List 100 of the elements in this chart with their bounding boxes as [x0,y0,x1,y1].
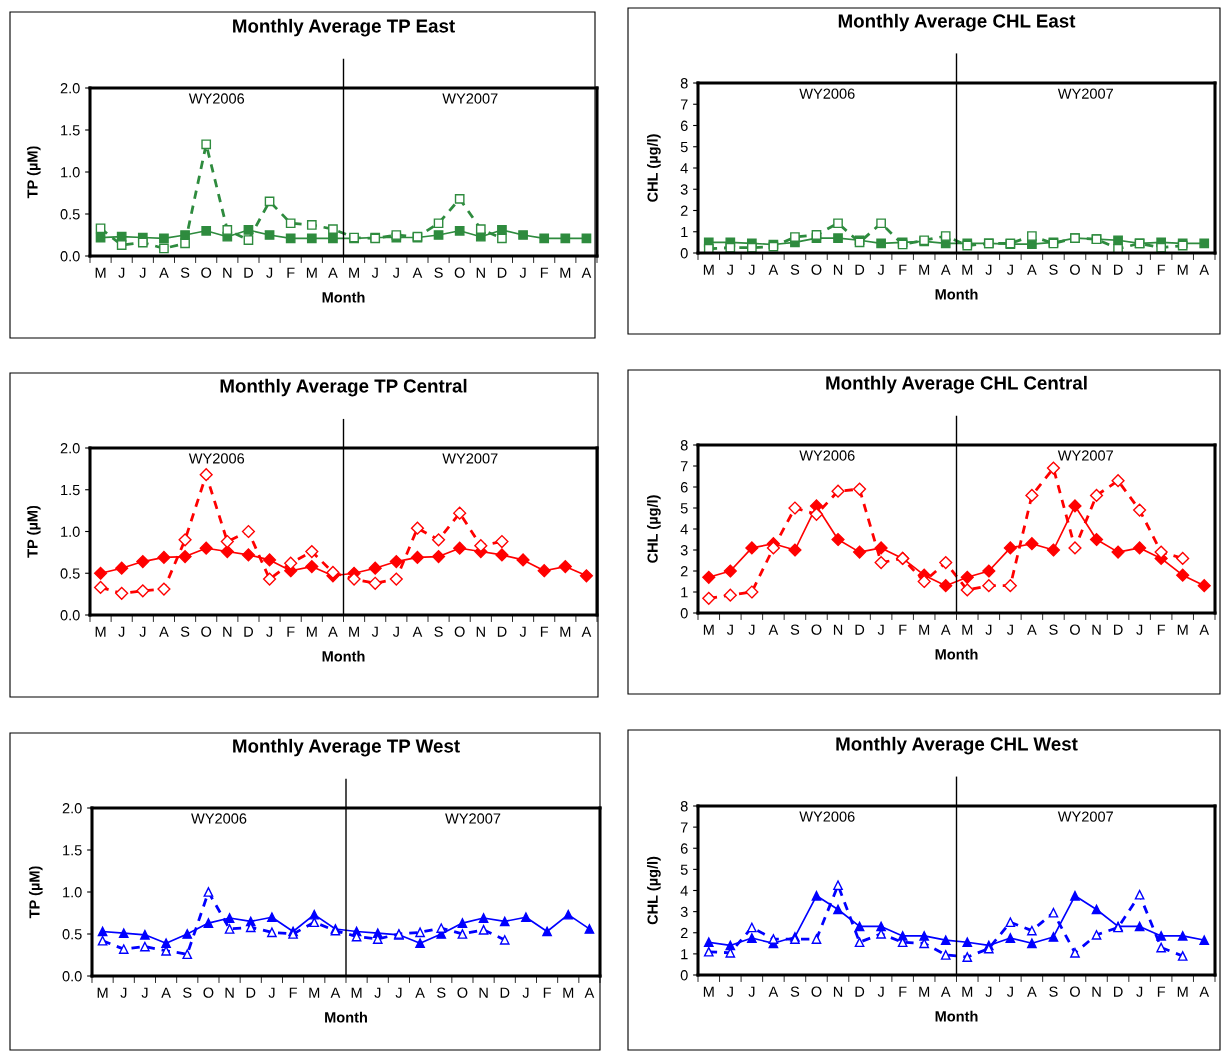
x-tick-label: M [560,626,571,637]
y-tick-label: 0 [680,970,688,981]
x-tick-label: N [479,987,488,998]
x-tick-label: J [519,267,526,278]
x-tick-label: S [1049,624,1058,635]
chart-title: Monthly Average CHL East [838,13,1076,32]
x-tick-label: J [120,987,127,998]
y-tick-label: 5 [680,142,688,153]
x-tick-label: J [266,626,273,637]
x-tick-label: J [141,987,148,998]
x-tick-label: A [1199,264,1210,275]
x-tick-label: F [540,626,549,637]
annotation: WY2007 [445,813,501,824]
x-tick-label: S [434,267,443,278]
x-tick-label: J [118,267,125,278]
x-tick-label: M [919,986,930,997]
x-tick-label: A [768,624,779,635]
x-tick-label: J [877,264,884,275]
y-tick-label: 2.0 [60,83,80,94]
x-tick-label: M [919,624,930,635]
chart-title: Monthly Average CHL West [836,736,1078,755]
x-tick-label: O [201,626,212,637]
x-tick-label: J [371,626,378,637]
x-tick-label: S [437,987,446,998]
x-axis-title: Month [322,291,365,303]
x-tick-label: D [500,987,510,998]
x-tick-label: A [415,987,425,998]
x-tick-label: A [330,987,341,998]
y-tick-label: 2 [680,205,688,216]
y-tick-label: 1.5 [61,125,80,136]
y-tick-label: 8 [680,78,688,89]
x-axis-title: Month [935,1010,978,1022]
x-tick-label: F [289,987,297,998]
x-tick-label: M [351,987,362,998]
x-tick-label: N [223,626,232,637]
x-tick-label: A [768,986,779,997]
x-tick-label: J [748,264,755,275]
x-tick-label: J [1006,986,1013,997]
y-axis-title: CHL (µg/l) [647,856,661,925]
x-tick-label: N [1092,986,1101,997]
x-tick-label: F [1157,624,1166,635]
annotation: WY2006 [188,93,245,104]
x-tick-label: S [1049,264,1058,275]
x-tick-label: O [454,267,465,278]
x-tick-label: A [328,626,338,637]
y-tick-label: 3 [680,184,688,195]
x-tick-label: M [703,264,714,275]
x-tick-label: J [877,986,884,997]
x-tick-label: O [201,267,212,278]
y-tick-label: 8 [680,440,688,451]
annotation: WY2006 [799,450,855,461]
chart-title: Monthly Average CHL Central [826,375,1087,394]
x-tick-label: A [768,264,779,275]
x-tick-label: A [412,626,423,637]
x-tick-label: A [159,626,169,637]
y-tick-label: 8 [680,801,688,812]
x-tick-label: A [1199,624,1210,635]
x-tick-label: N [833,986,843,997]
y-tick-label: 4 [680,885,688,896]
y-tick-label: 4 [680,524,688,535]
x-tick-label: F [1157,264,1166,275]
x-tick-label: J [392,626,399,637]
annotation: WY2006 [799,811,855,822]
x-tick-label: M [703,624,714,635]
x-tick-label: M [97,987,108,998]
x-tick-label: M [962,624,973,635]
x-tick-label: D [246,987,256,998]
y-tick-label: 3 [680,545,688,556]
y-tick-label: 3 [680,906,688,918]
y-tick-label: 0.0 [60,610,80,621]
annotation: WY2006 [191,813,247,824]
y-tick-label: 1 [681,949,688,960]
x-tick-label: A [1027,624,1037,635]
y-tick-label: 0.5 [62,929,82,940]
x-tick-label: M [703,986,714,997]
x-tick-label: A [328,267,338,278]
x-tick-label: O [1070,624,1080,635]
x-tick-label: J [1136,264,1143,275]
x-tick-label: M [349,267,359,278]
x-axis-title: Month [935,288,978,300]
x-tick-label: N [1092,264,1101,275]
x-tick-label: M [95,267,106,278]
x-tick-label: F [1157,986,1166,997]
x-tick-label: M [309,987,320,998]
annotation: WY2007 [442,93,498,104]
x-tick-label: J [371,267,378,278]
x-tick-label: J [1136,624,1143,635]
x-tick-label: J [374,987,381,998]
x-tick-label: D [855,986,865,997]
x-tick-label: M [560,267,571,278]
y-tick-label: 0 [680,608,688,619]
x-tick-label: O [203,987,214,998]
y-tick-label: 7 [680,461,688,472]
x-tick-label: M [962,264,973,275]
x-tick-label: S [183,987,192,998]
x-tick-label: M [95,626,106,637]
annotation: WY2007 [1057,811,1113,822]
x-tick-label: J [985,624,992,635]
x-tick-label: F [287,626,295,637]
y-axis-title: CHL (µg/l) [647,134,661,202]
